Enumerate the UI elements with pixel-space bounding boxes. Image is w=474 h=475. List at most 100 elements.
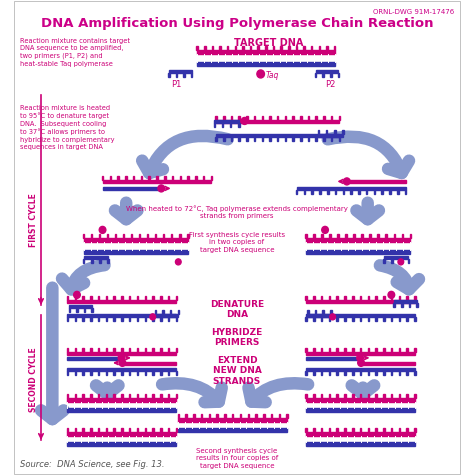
- Bar: [76, 308, 78, 312]
- Bar: [319, 134, 343, 137]
- Bar: [172, 176, 173, 180]
- Circle shape: [330, 314, 336, 320]
- Bar: [74, 296, 76, 300]
- Bar: [337, 317, 338, 321]
- Bar: [124, 362, 176, 365]
- Bar: [286, 414, 288, 418]
- Bar: [319, 46, 320, 50]
- Bar: [168, 296, 169, 300]
- Bar: [129, 371, 130, 375]
- Bar: [321, 317, 322, 321]
- Bar: [83, 250, 188, 254]
- Bar: [338, 116, 340, 120]
- Bar: [168, 428, 169, 432]
- Bar: [169, 70, 191, 73]
- Bar: [160, 371, 162, 375]
- Bar: [197, 50, 335, 54]
- Bar: [178, 310, 179, 314]
- Bar: [328, 428, 330, 432]
- Bar: [131, 234, 132, 238]
- Bar: [342, 130, 344, 134]
- Bar: [82, 428, 84, 432]
- Bar: [315, 310, 316, 314]
- Bar: [269, 137, 271, 141]
- Bar: [176, 73, 177, 77]
- Text: Second synthesis cycle
results in four copies of
target DNA sequence: Second synthesis cycle results in four c…: [196, 448, 278, 469]
- Bar: [160, 394, 162, 398]
- Bar: [193, 414, 195, 418]
- Bar: [375, 317, 377, 321]
- Bar: [305, 394, 307, 398]
- Bar: [168, 73, 170, 77]
- Bar: [137, 348, 138, 352]
- Bar: [67, 371, 68, 375]
- Bar: [319, 190, 321, 194]
- Bar: [83, 234, 84, 238]
- Bar: [67, 314, 176, 317]
- Bar: [344, 348, 346, 352]
- Bar: [67, 317, 68, 321]
- Bar: [145, 317, 146, 321]
- Bar: [257, 46, 259, 50]
- Bar: [67, 352, 176, 355]
- Bar: [137, 317, 138, 321]
- Bar: [311, 46, 312, 50]
- Bar: [74, 428, 76, 432]
- Bar: [209, 414, 210, 418]
- Bar: [306, 314, 415, 317]
- Bar: [303, 46, 305, 50]
- Bar: [375, 296, 377, 300]
- Bar: [374, 190, 375, 194]
- Bar: [368, 371, 369, 375]
- Bar: [67, 398, 176, 402]
- Bar: [176, 371, 177, 375]
- Bar: [352, 371, 354, 375]
- Bar: [82, 371, 84, 375]
- Text: First synthesis cycle results
in two copies of
target DNA sequence: First synthesis cycle results in two cop…: [189, 232, 285, 253]
- Bar: [281, 46, 282, 50]
- Bar: [164, 176, 165, 180]
- Bar: [321, 394, 322, 398]
- Text: P2: P2: [326, 80, 336, 89]
- Bar: [152, 371, 154, 375]
- Bar: [90, 428, 91, 432]
- Bar: [414, 428, 416, 432]
- Circle shape: [241, 117, 248, 124]
- Circle shape: [398, 259, 404, 265]
- Bar: [183, 73, 185, 77]
- Bar: [215, 116, 217, 120]
- Bar: [74, 317, 76, 321]
- Bar: [407, 428, 408, 432]
- Bar: [330, 73, 331, 77]
- Bar: [201, 414, 202, 418]
- Bar: [315, 116, 317, 120]
- Bar: [67, 428, 68, 432]
- Bar: [102, 176, 103, 180]
- Bar: [67, 368, 176, 371]
- Bar: [246, 116, 248, 120]
- Bar: [113, 394, 115, 398]
- Bar: [155, 314, 178, 317]
- Bar: [393, 303, 395, 307]
- Bar: [145, 428, 146, 432]
- Bar: [98, 428, 100, 432]
- Bar: [363, 362, 415, 365]
- Bar: [416, 303, 418, 307]
- Bar: [129, 394, 130, 398]
- Bar: [152, 317, 154, 321]
- Bar: [391, 259, 393, 263]
- Bar: [414, 371, 416, 375]
- Bar: [297, 187, 406, 190]
- Bar: [145, 348, 146, 352]
- Bar: [368, 428, 369, 432]
- Bar: [99, 259, 101, 263]
- Bar: [405, 190, 406, 194]
- Bar: [69, 305, 92, 308]
- Bar: [328, 394, 330, 398]
- Bar: [414, 348, 416, 352]
- Bar: [349, 180, 406, 183]
- Bar: [254, 137, 255, 141]
- Bar: [82, 394, 84, 398]
- Bar: [338, 137, 340, 141]
- Bar: [129, 317, 130, 321]
